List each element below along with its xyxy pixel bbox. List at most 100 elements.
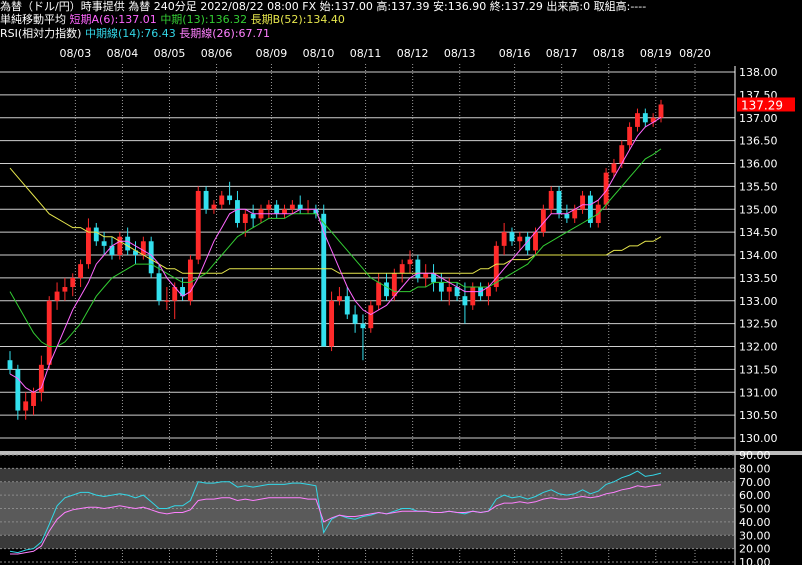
candle-body bbox=[493, 245, 499, 288]
candle bbox=[172, 282, 178, 320]
date-tick-label: 08/04 bbox=[107, 47, 139, 60]
price-tick-label: 134.50 bbox=[739, 226, 778, 239]
candle-body bbox=[603, 172, 609, 205]
candle bbox=[62, 277, 68, 301]
price-tick-label: 137.00 bbox=[739, 112, 778, 125]
candle-body bbox=[282, 209, 287, 214]
rsi-tick-label: 80.00 bbox=[739, 462, 771, 475]
candle bbox=[211, 200, 217, 214]
candle bbox=[195, 186, 201, 265]
price-tick-label: 132.00 bbox=[739, 341, 778, 354]
rsi-legend-title: RSI(相対力指数) bbox=[0, 27, 82, 40]
candle-body bbox=[86, 227, 91, 265]
price-tick-label: 130.00 bbox=[739, 432, 778, 445]
candle-body bbox=[658, 104, 664, 118]
candle-body bbox=[572, 209, 578, 219]
candle bbox=[399, 259, 405, 283]
candle-body bbox=[23, 401, 29, 411]
candle bbox=[329, 291, 335, 352]
candlesticks bbox=[7, 99, 664, 420]
candle-body bbox=[219, 195, 225, 205]
candle-body bbox=[564, 213, 570, 219]
date-tick-label: 08/18 bbox=[593, 47, 625, 60]
rsi-tick-label: 20.00 bbox=[739, 543, 771, 556]
candle bbox=[70, 273, 76, 297]
candle bbox=[54, 282, 60, 310]
rsi-tick-label: 10.00 bbox=[739, 556, 771, 565]
candle-body bbox=[54, 291, 60, 301]
candle bbox=[148, 236, 154, 278]
candle bbox=[556, 186, 562, 219]
price-tick-label: 135.50 bbox=[739, 180, 778, 193]
chart-header-line: 為替（ドル/円）時事提供 為替 240分足 2022/08/22 08:00 F… bbox=[0, 0, 646, 14]
ma-mid-line bbox=[9, 148, 662, 347]
candle bbox=[156, 264, 162, 306]
candle bbox=[548, 186, 554, 214]
candle-body bbox=[70, 277, 76, 288]
candle bbox=[86, 218, 91, 269]
candle bbox=[540, 204, 546, 237]
rsi-mid-legend: 中期線(14):76.43 bbox=[84, 27, 176, 40]
candle bbox=[227, 181, 233, 205]
candle-body bbox=[133, 250, 138, 255]
price-tick-label: 134.00 bbox=[739, 249, 778, 262]
candle-body bbox=[635, 113, 640, 127]
candle-body bbox=[329, 300, 335, 347]
candle-body bbox=[117, 236, 123, 255]
candle-body bbox=[109, 245, 115, 255]
candle bbox=[368, 300, 374, 333]
candle bbox=[517, 232, 523, 251]
rsi-tick-label: 90.00 bbox=[739, 449, 771, 462]
date-tick-label: 08/06 bbox=[201, 47, 233, 60]
candle bbox=[525, 232, 531, 255]
candle-body bbox=[462, 296, 468, 306]
candle-body bbox=[642, 113, 648, 123]
candle-body bbox=[540, 209, 546, 233]
candle-body bbox=[250, 213, 256, 219]
candle-body bbox=[438, 282, 444, 292]
candle-body bbox=[274, 204, 280, 214]
candle-body bbox=[321, 213, 327, 347]
candle bbox=[658, 99, 664, 123]
candle bbox=[572, 204, 578, 223]
date-tick-label: 08/16 bbox=[499, 47, 531, 60]
candle-body bbox=[46, 300, 52, 365]
rsi-oversold-band bbox=[0, 535, 735, 549]
rsi-tick-label: 60.00 bbox=[739, 489, 771, 502]
candle-body bbox=[407, 259, 413, 265]
candle-body bbox=[211, 204, 217, 210]
candle-body bbox=[164, 300, 170, 302]
candle-body bbox=[31, 392, 36, 406]
candle bbox=[650, 113, 656, 127]
price-tick-label: 131.50 bbox=[739, 363, 778, 376]
panel-divider bbox=[0, 451, 802, 455]
candle-body bbox=[101, 241, 107, 246]
candle-body bbox=[454, 287, 460, 297]
candle-body bbox=[533, 232, 538, 251]
candle-body bbox=[399, 264, 405, 274]
candle-body bbox=[172, 287, 178, 301]
date-tick-label: 08/20 bbox=[679, 47, 711, 60]
date-tick-label: 08/17 bbox=[546, 47, 578, 60]
candle-body bbox=[336, 296, 342, 301]
candle bbox=[313, 204, 319, 219]
rsi-lines bbox=[9, 470, 662, 555]
candle-body bbox=[203, 190, 209, 210]
candle-body bbox=[266, 204, 272, 210]
date-tick-label: 08/19 bbox=[640, 47, 672, 60]
last-price-box bbox=[737, 97, 795, 112]
candle-body bbox=[78, 264, 84, 278]
candle bbox=[415, 255, 421, 283]
candle bbox=[164, 287, 170, 310]
price-tick-label: 132.50 bbox=[739, 318, 778, 331]
candle-body bbox=[611, 163, 617, 173]
candle bbox=[38, 355, 44, 402]
candle-body bbox=[509, 232, 515, 242]
instrument-info: 為替（ドル/円）時事提供 為替 240分足 2022/08/22 08:00 F… bbox=[0, 0, 647, 13]
rsi-long-line bbox=[10, 484, 662, 555]
rsi-tick-label: 40.00 bbox=[739, 516, 771, 529]
candle bbox=[180, 277, 185, 301]
candle bbox=[297, 195, 303, 214]
candle bbox=[203, 186, 209, 214]
candle-body bbox=[289, 204, 295, 210]
